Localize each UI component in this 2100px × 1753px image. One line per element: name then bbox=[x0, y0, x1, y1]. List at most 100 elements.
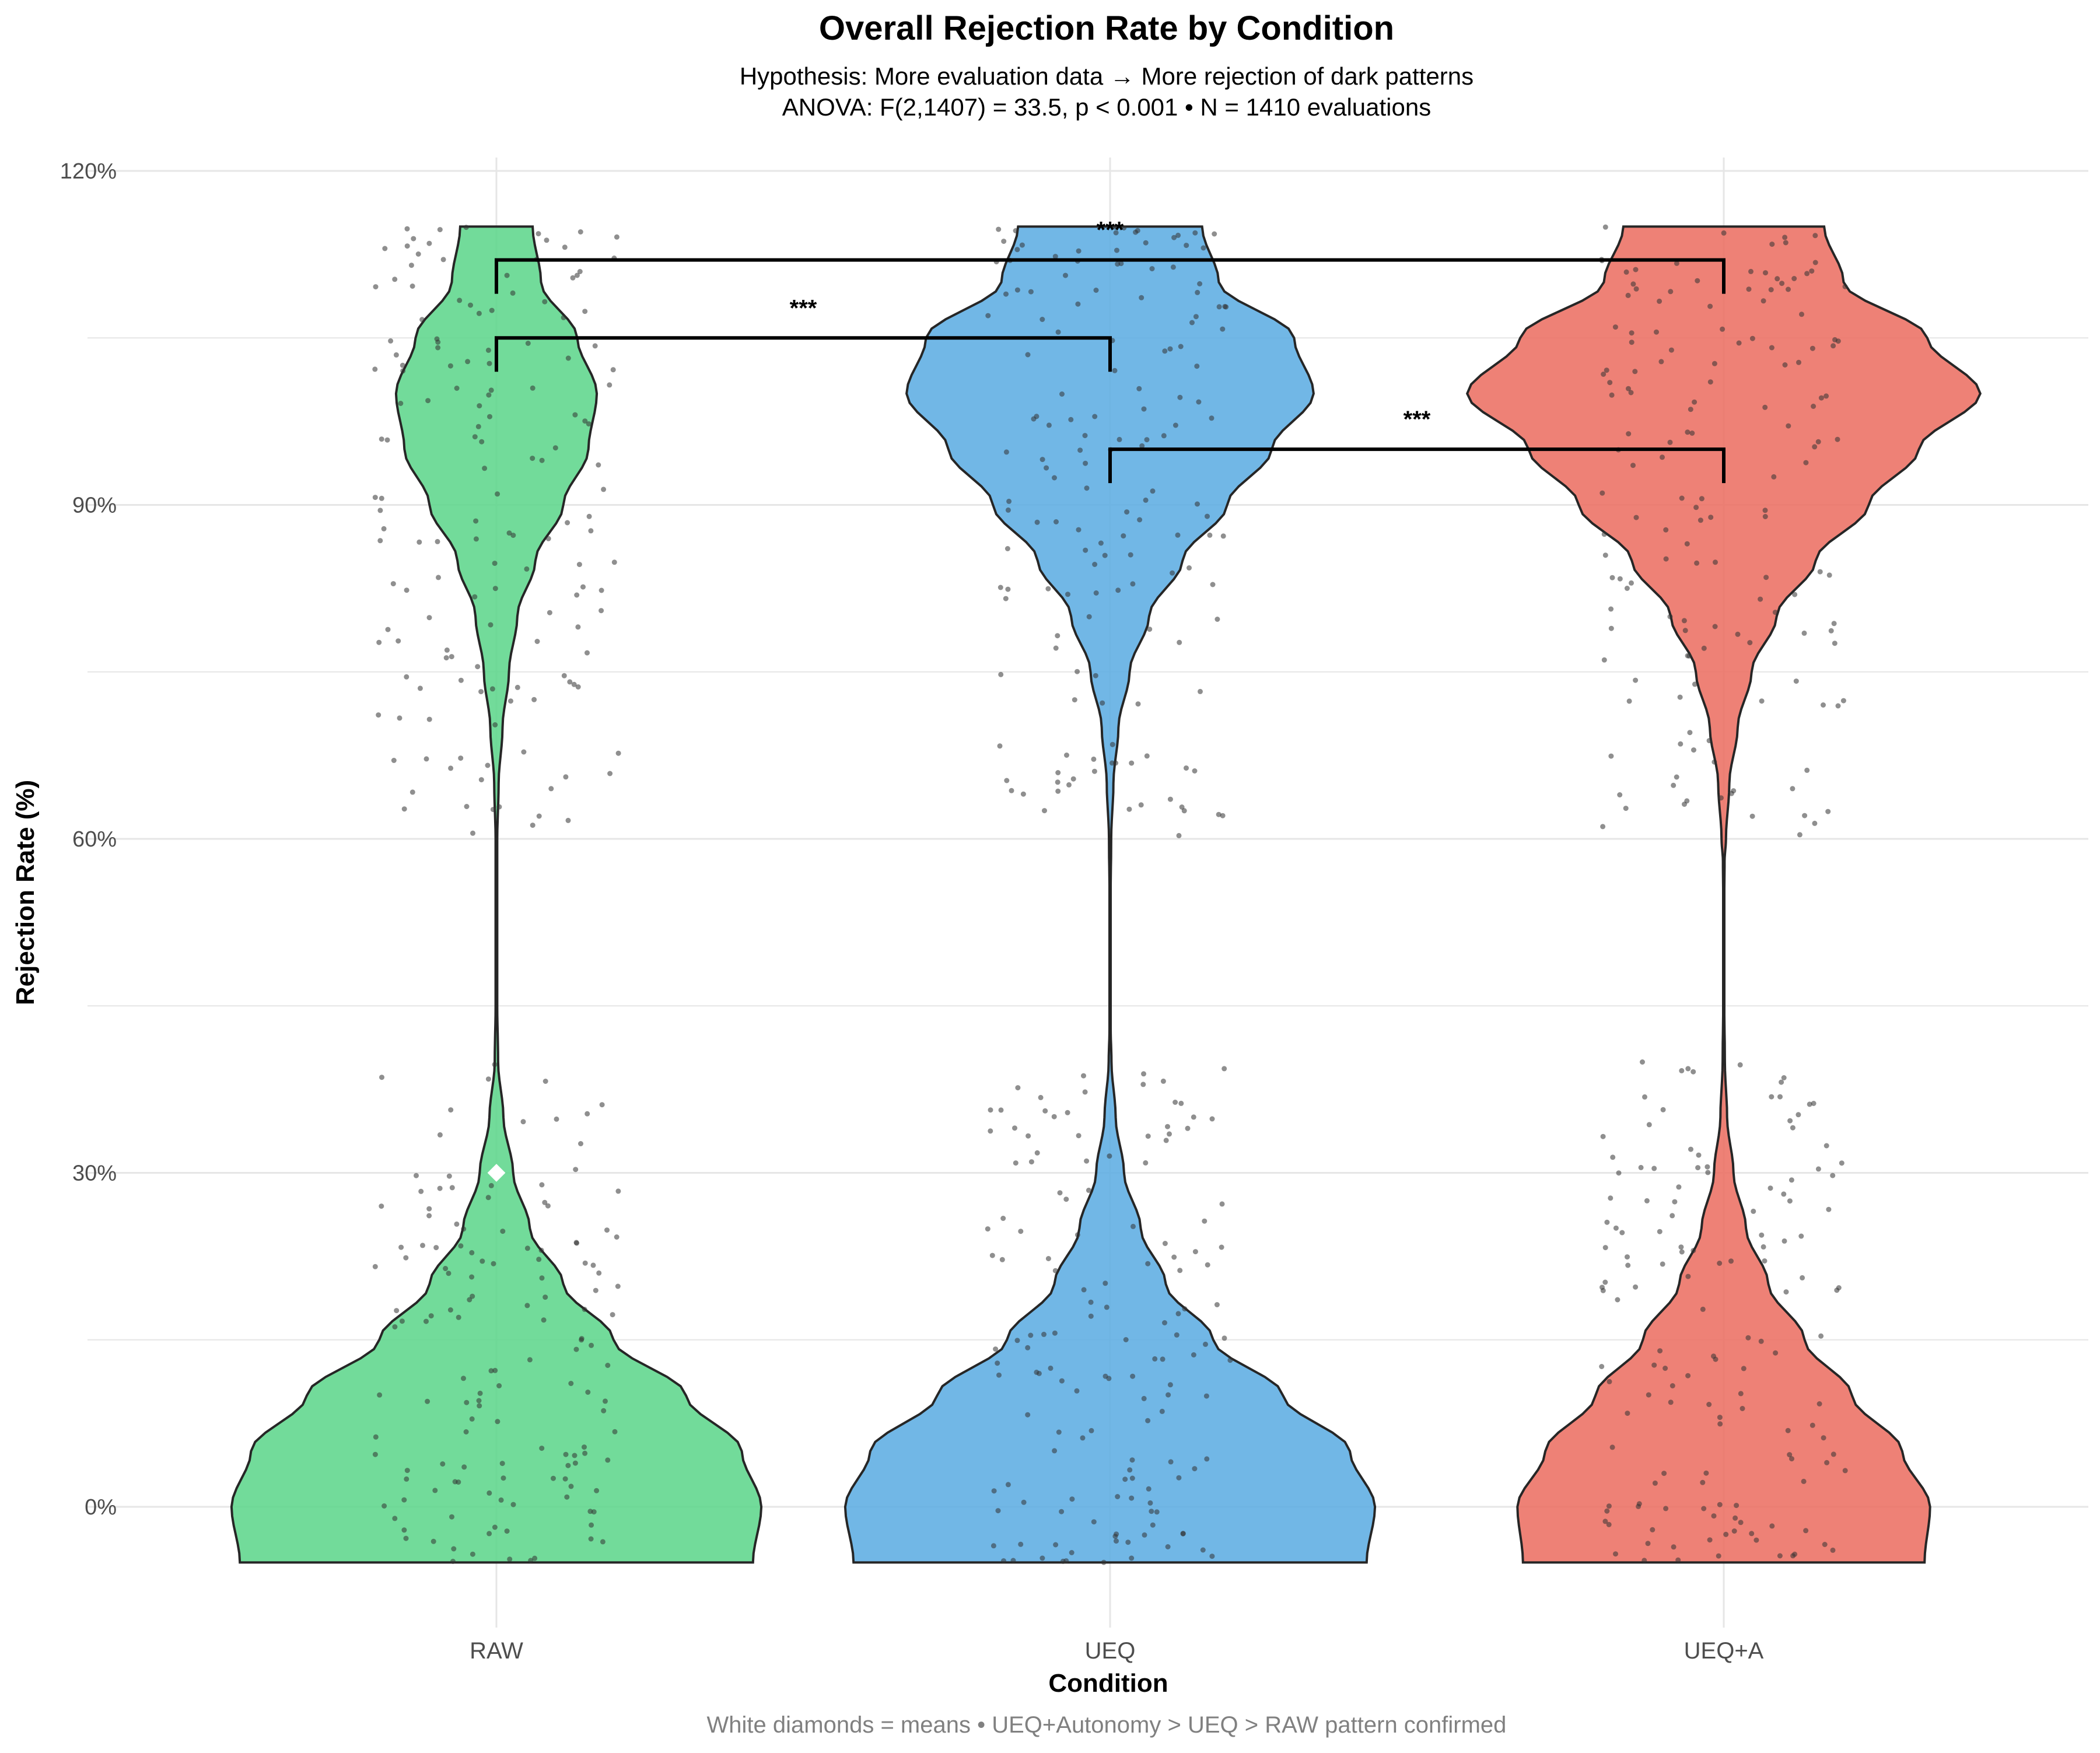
data-point bbox=[1769, 1523, 1775, 1529]
data-point bbox=[401, 1527, 407, 1533]
significance-label: *** bbox=[1404, 407, 1431, 432]
data-point bbox=[605, 1457, 611, 1463]
data-point bbox=[491, 1261, 496, 1266]
data-point bbox=[410, 284, 415, 289]
data-point bbox=[1112, 368, 1118, 373]
data-point bbox=[1695, 1165, 1701, 1171]
data-point bbox=[1629, 340, 1634, 345]
data-point bbox=[1768, 1185, 1773, 1191]
data-point bbox=[1055, 329, 1061, 335]
data-point bbox=[1731, 1528, 1737, 1534]
x-tick-label: UEQ+A bbox=[1684, 1638, 1764, 1664]
y-tick-label: 0% bbox=[85, 1495, 117, 1520]
data-point bbox=[600, 1539, 606, 1545]
data-point bbox=[1699, 496, 1704, 502]
data-point bbox=[1172, 1100, 1178, 1105]
data-point bbox=[1798, 1233, 1804, 1239]
data-point bbox=[1824, 393, 1829, 399]
data-point bbox=[1080, 1435, 1086, 1441]
data-point bbox=[582, 418, 588, 424]
data-point bbox=[1141, 1071, 1146, 1077]
data-point bbox=[1803, 460, 1809, 466]
data-point bbox=[1615, 1297, 1620, 1303]
data-point bbox=[1136, 386, 1142, 391]
data-point bbox=[1672, 1199, 1678, 1205]
data-point bbox=[1222, 1335, 1227, 1341]
data-point bbox=[1014, 247, 1020, 253]
data-point bbox=[1034, 1150, 1040, 1156]
data-point bbox=[591, 1509, 597, 1515]
data-point bbox=[1817, 569, 1823, 575]
significance-brackets: *** *** *** bbox=[495, 218, 1726, 484]
data-point bbox=[440, 1461, 446, 1467]
data-point bbox=[473, 518, 479, 524]
data-point bbox=[1706, 1402, 1712, 1407]
data-point bbox=[1219, 1244, 1224, 1250]
y-axis-title: Rejection Rate (%) bbox=[11, 780, 40, 1005]
data-point bbox=[988, 1107, 993, 1113]
data-point bbox=[1081, 1287, 1087, 1293]
data-point bbox=[448, 1107, 454, 1113]
data-point bbox=[1086, 1187, 1091, 1193]
data-point bbox=[1801, 1478, 1807, 1484]
data-point bbox=[565, 355, 571, 361]
data-point bbox=[1700, 1479, 1706, 1485]
data-point bbox=[1193, 314, 1199, 320]
data-point bbox=[1601, 372, 1606, 377]
data-point bbox=[1782, 235, 1788, 240]
data-point bbox=[377, 508, 383, 513]
data-point bbox=[611, 559, 617, 565]
data-point bbox=[1810, 1422, 1815, 1428]
data-point bbox=[991, 1543, 996, 1549]
data-point bbox=[492, 722, 498, 727]
data-point bbox=[539, 1275, 545, 1281]
data-point bbox=[1140, 1082, 1146, 1087]
data-point bbox=[1717, 1415, 1723, 1420]
data-point bbox=[1796, 1112, 1801, 1118]
data-point bbox=[1671, 1544, 1676, 1550]
data-point bbox=[1646, 1122, 1652, 1128]
data-point bbox=[1129, 760, 1135, 766]
data-point bbox=[598, 587, 604, 593]
data-point bbox=[437, 1185, 443, 1191]
data-point bbox=[1695, 278, 1700, 284]
data-point bbox=[1608, 753, 1614, 759]
data-point bbox=[470, 1551, 475, 1557]
data-point bbox=[532, 1555, 538, 1561]
data-point bbox=[1092, 562, 1098, 567]
data-point bbox=[589, 1522, 594, 1528]
data-point bbox=[1679, 495, 1685, 501]
data-point bbox=[1209, 1116, 1215, 1122]
data-point bbox=[424, 756, 429, 762]
data-point bbox=[520, 1119, 526, 1125]
data-point bbox=[1630, 281, 1636, 287]
data-point bbox=[1197, 281, 1203, 286]
data-point bbox=[554, 1116, 559, 1122]
data-point bbox=[1143, 497, 1149, 503]
data-point bbox=[1216, 811, 1222, 817]
data-point bbox=[376, 712, 382, 718]
x-axis-title: Condition bbox=[1048, 1669, 1168, 1698]
data-point bbox=[1121, 533, 1126, 539]
data-point bbox=[372, 1451, 378, 1457]
data-point bbox=[571, 681, 577, 687]
data-point bbox=[524, 1303, 530, 1308]
data-point bbox=[1167, 346, 1173, 352]
data-point bbox=[1636, 1503, 1642, 1509]
data-point bbox=[521, 749, 527, 755]
data-point bbox=[1737, 1062, 1743, 1068]
data-point bbox=[1186, 565, 1192, 571]
data-point bbox=[1192, 1466, 1198, 1472]
data-point bbox=[1076, 1133, 1082, 1139]
data-point bbox=[510, 290, 516, 296]
data-point bbox=[995, 1360, 1000, 1366]
data-point bbox=[1125, 1539, 1131, 1545]
data-point bbox=[1129, 1495, 1135, 1501]
data-point bbox=[1799, 312, 1804, 317]
data-point bbox=[510, 1502, 516, 1507]
data-point bbox=[1602, 1518, 1608, 1524]
data-point bbox=[440, 257, 446, 263]
data-point bbox=[524, 566, 530, 572]
data-point bbox=[1835, 436, 1840, 442]
